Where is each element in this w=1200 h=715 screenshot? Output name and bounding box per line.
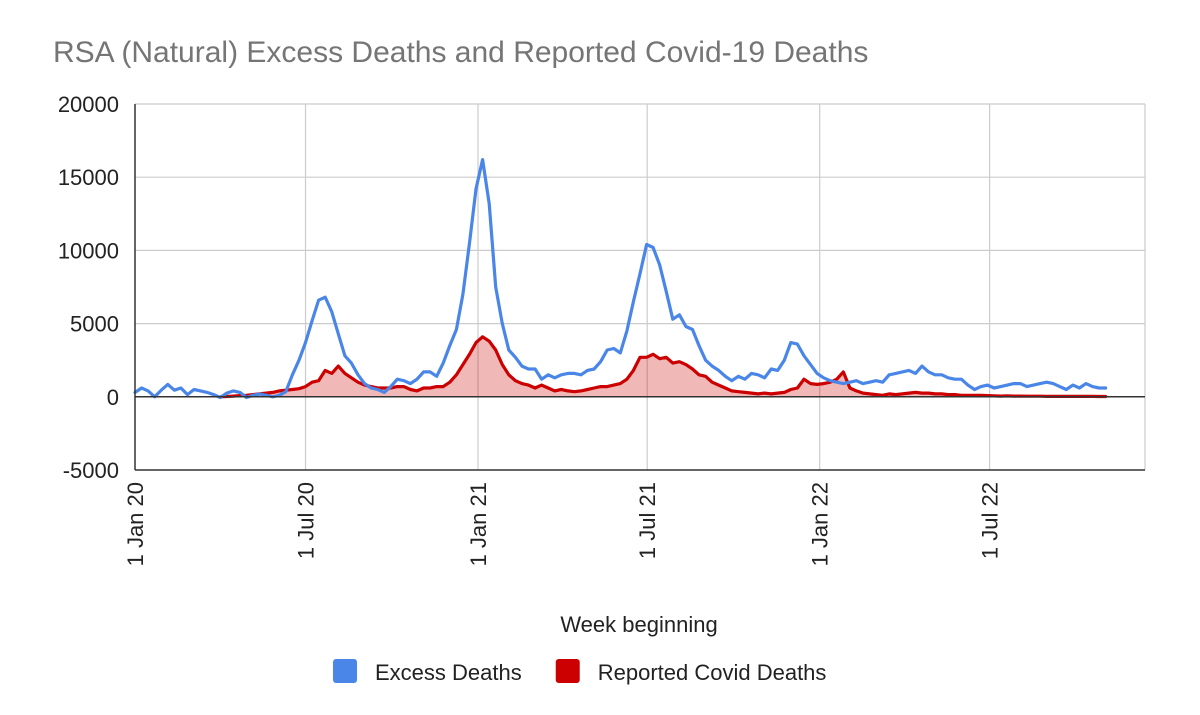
legend-swatch-reported-covid-deaths <box>555 659 580 683</box>
x-axis-ticks: 1 Jan 20 1 Jul 20 1 Jan 21 1 Jul 21 1 Jan 22… <box>123 482 1003 566</box>
chart-title: RSA (Natural) Excess Deaths and Reported… <box>53 36 868 69</box>
y-tick-label: 20000 <box>58 92 119 117</box>
x-tick-label: 1 Jan 21 <box>466 482 491 566</box>
x-tick-label: 1 Jan 22 <box>808 482 833 566</box>
series-area-reported-covid-deaths <box>220 336 1106 397</box>
x-axis-title: Week beginning <box>560 612 717 637</box>
y-axis-ticks: -5000 0 5000 10000 15000 20000 <box>58 92 119 483</box>
series-line-excess-deaths <box>133 158 1108 400</box>
y-tick-label: 10000 <box>58 238 119 263</box>
y-tick-label: 15000 <box>58 165 119 190</box>
x-tick-label: 1 Jan 20 <box>123 482 148 566</box>
x-tick-label: 1 Jul 20 <box>294 482 319 559</box>
legend-label-reported-covid-deaths: Reported Covid Deaths <box>598 660 827 685</box>
legend-label-excess-deaths: Excess Deaths <box>375 660 522 685</box>
grid-layer <box>135 103 1146 470</box>
legend-swatch-excess-deaths <box>333 659 357 683</box>
axis-layer <box>134 104 1145 471</box>
x-tick-label: 1 Jul 22 <box>978 482 1003 559</box>
y-tick-label: -5000 <box>63 458 119 483</box>
series-layer <box>133 158 1108 400</box>
y-tick-label: 5000 <box>70 312 119 337</box>
legend: Excess Deaths Reported Covid Deaths <box>333 659 826 685</box>
y-tick-label: 0 <box>107 385 119 410</box>
x-tick-label: 1 Jul 21 <box>635 482 660 559</box>
